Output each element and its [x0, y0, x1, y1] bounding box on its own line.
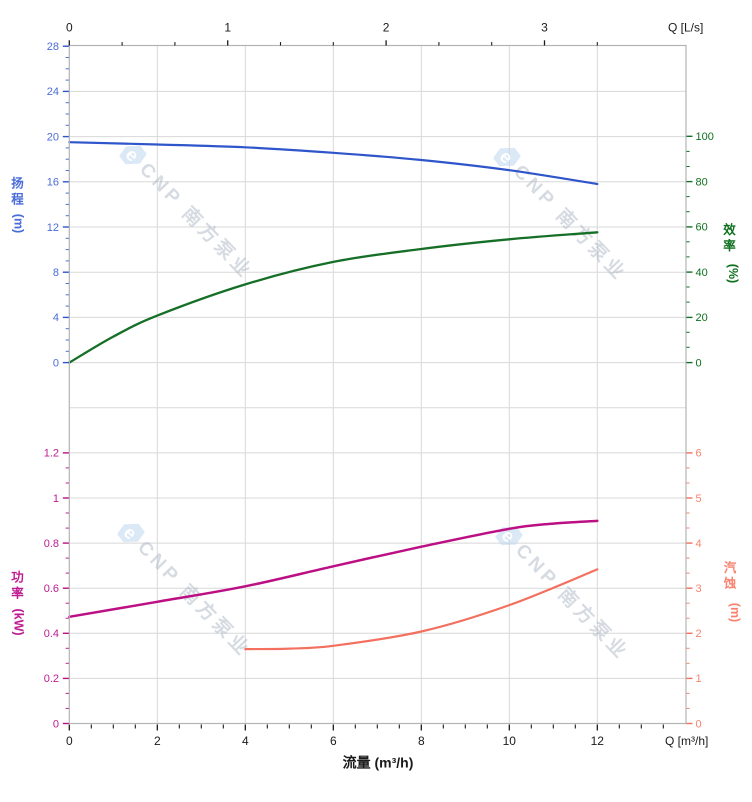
svg-text:1.2: 1.2	[44, 448, 59, 460]
svg-text:程: 程	[11, 192, 24, 207]
svg-text:0: 0	[696, 357, 702, 369]
svg-text:0.4: 0.4	[44, 628, 59, 640]
svg-text:4: 4	[53, 312, 59, 324]
svg-text:6: 6	[330, 734, 337, 748]
svg-text:0.2: 0.2	[44, 673, 59, 685]
svg-text:(m): (m)	[12, 214, 26, 233]
svg-text:12: 12	[47, 222, 59, 234]
svg-text:8: 8	[418, 734, 425, 748]
svg-text:2: 2	[696, 628, 702, 640]
svg-text:10: 10	[503, 734, 517, 748]
svg-text:0: 0	[53, 718, 59, 730]
svg-text:0: 0	[66, 21, 73, 35]
svg-text:率: 率	[11, 586, 24, 601]
svg-text:(m): (m)	[728, 603, 742, 622]
svg-text:Q [L/s]: Q [L/s]	[668, 21, 703, 35]
svg-text:12: 12	[591, 734, 605, 748]
svg-text:0: 0	[53, 357, 59, 369]
svg-text:6: 6	[696, 448, 702, 460]
svg-text:0: 0	[696, 718, 702, 730]
svg-text:蚀: 蚀	[723, 576, 737, 591]
svg-text:100: 100	[696, 131, 714, 143]
svg-text:扬: 扬	[11, 176, 24, 191]
svg-text:汽: 汽	[724, 560, 737, 575]
svg-text:4: 4	[696, 538, 702, 550]
svg-text:0.8: 0.8	[44, 538, 59, 550]
svg-text:40: 40	[696, 267, 708, 279]
svg-text:(%): (%)	[726, 264, 740, 283]
svg-text:1: 1	[224, 21, 231, 35]
svg-text:Q [m³/h]: Q [m³/h]	[665, 734, 708, 748]
svg-text:流量 (m³/h): 流量 (m³/h)	[343, 755, 414, 771]
svg-text:5: 5	[696, 493, 702, 505]
svg-text:16: 16	[47, 177, 59, 189]
svg-text:60: 60	[696, 222, 708, 234]
svg-text:率: 率	[723, 238, 736, 253]
svg-text:20: 20	[696, 312, 708, 324]
svg-text:20: 20	[47, 131, 59, 143]
svg-text:2: 2	[154, 734, 161, 748]
svg-text:2: 2	[383, 21, 390, 35]
svg-text:4: 4	[242, 734, 249, 748]
svg-text:(kW): (kW)	[12, 608, 26, 635]
svg-text:80: 80	[696, 176, 708, 188]
svg-text:1: 1	[53, 493, 59, 505]
svg-text:3: 3	[696, 583, 702, 595]
svg-text:24: 24	[47, 86, 59, 98]
svg-text:功: 功	[11, 570, 24, 585]
svg-text:28: 28	[47, 41, 59, 53]
svg-text:1: 1	[696, 673, 702, 685]
svg-text:3: 3	[541, 21, 548, 35]
svg-text:0.6: 0.6	[44, 583, 59, 595]
svg-text:0: 0	[66, 734, 73, 748]
svg-text:8: 8	[53, 267, 59, 279]
svg-text:效: 效	[723, 222, 736, 237]
